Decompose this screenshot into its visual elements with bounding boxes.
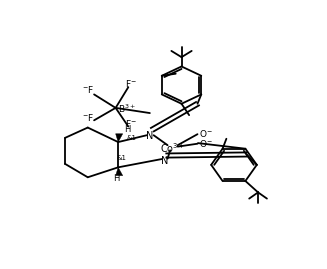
- Text: O$^{-}$: O$^{-}$: [199, 138, 213, 149]
- Text: Co$^{3+}$: Co$^{3+}$: [160, 141, 185, 155]
- Polygon shape: [116, 167, 123, 176]
- Text: N: N: [161, 156, 169, 166]
- Text: H: H: [113, 174, 120, 183]
- Text: F$^{-}$: F$^{-}$: [125, 118, 137, 129]
- Text: H: H: [124, 125, 131, 133]
- Text: N: N: [146, 132, 154, 141]
- Text: O$^{-}$: O$^{-}$: [199, 128, 213, 139]
- Text: B$^{3+}$: B$^{3+}$: [118, 102, 136, 115]
- Polygon shape: [116, 134, 123, 142]
- Text: $^{-}$F: $^{-}$F: [82, 84, 94, 95]
- Text: &1: &1: [127, 135, 137, 141]
- Text: $^{-}$F: $^{-}$F: [82, 112, 94, 123]
- Text: &1: &1: [117, 155, 127, 161]
- Text: F$^{-}$: F$^{-}$: [125, 77, 137, 89]
